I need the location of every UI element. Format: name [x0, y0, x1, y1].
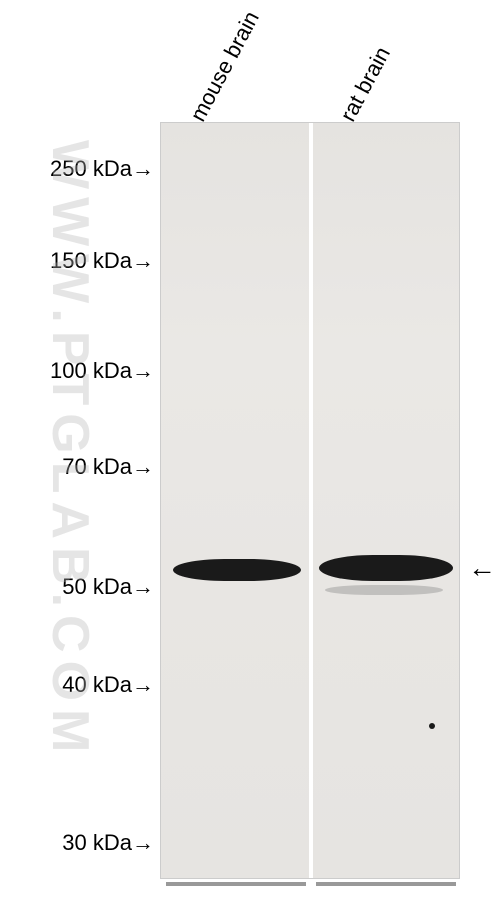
mw-label-text: 100 kDa [50, 358, 132, 383]
lane2-underline [316, 882, 456, 886]
band-lane2-main [319, 555, 453, 581]
arrow-right-icon: → [132, 830, 154, 856]
mw-label-text: 70 kDa [62, 454, 132, 479]
arrow-right-icon: → [132, 672, 154, 698]
mw-marker-250: 250 kDa→ [50, 156, 154, 182]
western-blot-container: mouse brain rat brain 250 kDa→ 150 kDa→ … [0, 0, 500, 903]
lane-divider [309, 123, 313, 878]
arrow-right-icon: → [132, 248, 154, 274]
arrow-right-icon: → [132, 156, 154, 182]
band-lane1-main [173, 559, 301, 581]
mw-marker-50: 50 kDa→ [62, 574, 154, 600]
mw-marker-70: 70 kDa→ [62, 454, 154, 480]
mw-label-text: 40 kDa [62, 672, 132, 697]
mw-label-text: 250 kDa [50, 156, 132, 181]
arrow-right-icon: → [132, 454, 154, 480]
mw-marker-100: 100 kDa→ [50, 358, 154, 384]
band-lane2-faint [325, 585, 443, 595]
blot-membrane [160, 122, 460, 879]
mw-label-text: 50 kDa [62, 574, 132, 599]
artifact-spot [429, 723, 435, 729]
lane-label-1: mouse brain [185, 7, 265, 126]
arrow-right-icon: → [132, 358, 154, 384]
mw-marker-30: 30 kDa→ [62, 830, 154, 856]
mw-label-text: 150 kDa [50, 248, 132, 273]
mw-label-text: 30 kDa [62, 830, 132, 855]
mw-marker-150: 150 kDa→ [50, 248, 154, 274]
arrow-right-icon: → [132, 574, 154, 600]
lane1-underline [166, 882, 306, 886]
mw-marker-40: 40 kDa→ [62, 672, 154, 698]
band-indicator-arrow-icon: ← [468, 552, 496, 584]
watermark-text: WWW.PTGLAB.COM [40, 140, 100, 760]
lane-label-2: rat brain [335, 43, 396, 126]
